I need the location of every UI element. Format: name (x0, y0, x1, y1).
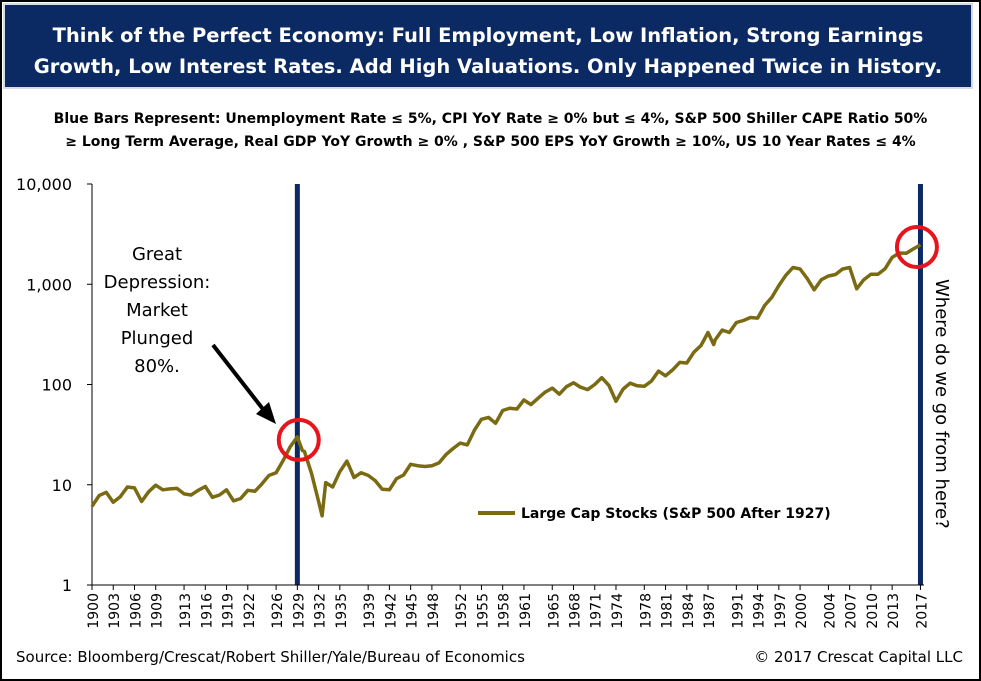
x-tick-label: 2004 (822, 593, 838, 629)
source-note: Source: Bloomberg/Crescat/Robert Shiller… (16, 648, 525, 666)
title-banner: Think of the Perfect Economy: Full Emplo… (3, 3, 973, 89)
annotation-line: Market (126, 300, 188, 321)
page-title-line-1: Think of the Perfect Economy: Full Emplo… (52, 24, 924, 47)
x-tick-label: 1932 (313, 593, 329, 629)
highlight-circle-1929 (276, 417, 321, 462)
arrow-shaft (211, 343, 268, 415)
x-tick-label: 1981 (660, 593, 676, 629)
x-tick-label: 1916 (199, 593, 215, 629)
x-tick-label: 1913 (178, 593, 194, 629)
x-tick-label: 1994 (752, 593, 768, 629)
x-tick-label: 1909 (150, 593, 166, 629)
x-tick-label: 1926 (270, 593, 286, 629)
x-tick-label: 1991 (730, 593, 746, 629)
x-tick-label: 1919 (221, 593, 237, 629)
y-tick-label: 10 (52, 476, 72, 495)
x-tick-label: 2000 (794, 593, 810, 629)
x-tick-label: 2017 (914, 593, 930, 629)
x-tick-label: 1906 (128, 593, 144, 629)
x-tick-label: 1952 (454, 593, 470, 629)
subtitle-line-1: Blue Bars Represent: Unemployment Rate ≤… (53, 111, 928, 127)
highlight-circle-2017 (894, 225, 939, 270)
x-tick-label: 1939 (362, 593, 378, 629)
x-tick-label: 1958 (497, 593, 513, 629)
copyright-note: © 2017 Crescat Capital LLC (754, 648, 963, 666)
x-tick-label: 2007 (844, 593, 860, 629)
x-tick-label: 1978 (638, 593, 654, 629)
annotation-great-depression: Great Depression: Market Plunged 80%. (92, 241, 222, 381)
x-tick-label: 1900 (86, 593, 102, 629)
x-tick-label: 1948 (426, 593, 442, 629)
highlight-circles (276, 225, 939, 462)
x-tick-label: 1987 (702, 593, 718, 629)
x-tick-label: 1974 (610, 593, 626, 629)
x-tick-label: 1965 (546, 593, 562, 629)
x-tick-label: 1968 (567, 593, 583, 629)
x-tick-label: 2010 (865, 593, 881, 629)
chart-axes: 1 10 100 1,000 10,000 1900 1903 1906 1909 1913 191… (16, 175, 930, 629)
y-tick-label: 1 (62, 576, 72, 595)
y-tick-label: 100 (41, 376, 72, 395)
annotation-line: Plunged (120, 328, 194, 349)
x-tick-label: 2013 (886, 593, 902, 629)
series-layer (90, 243, 922, 518)
annotation-line: 80%. (134, 356, 180, 377)
page-title-line-2: Growth, Low Interest Rates. Add High Val… (33, 55, 943, 78)
x-tick-label: 1955 (475, 593, 491, 629)
subtitle-line-2: ≥ Long Term Average, Real GDP YoY Growth… (65, 134, 916, 150)
arrow-head (256, 402, 276, 424)
x-tick-label: 1942 (383, 593, 399, 629)
legend-label: Large Cap Stocks (S&P 500 After 1927) (521, 506, 831, 522)
x-tick-label: 1997 (773, 593, 789, 629)
annotation-line: Depression: (103, 272, 211, 293)
x-tick-label: 1961 (518, 593, 534, 629)
annotation-where-next: Where do we go from here? (931, 279, 952, 529)
annotation-line: Great (131, 244, 183, 265)
x-tick-label: 1945 (405, 593, 421, 629)
y-tick-label: 10,000 (16, 175, 72, 194)
x-tick-label: 1922 (242, 593, 258, 629)
x-tick-label: 1971 (589, 593, 605, 629)
blue-bars-layer (294, 184, 923, 585)
x-tick-label: 1929 (291, 593, 307, 629)
x-tick-label: 1903 (107, 593, 123, 629)
series-line-1 (90, 243, 922, 518)
blue-bar-1 (294, 184, 300, 585)
blue-bar-2 (917, 184, 923, 585)
annotation-arrow (211, 343, 276, 424)
x-tick-label: 1984 (681, 593, 697, 629)
x-tick-label: 1935 (334, 593, 350, 629)
chart-legend: Large Cap Stocks (S&P 500 After 1927) (478, 506, 831, 522)
y-tick-label: 1,000 (26, 275, 72, 294)
